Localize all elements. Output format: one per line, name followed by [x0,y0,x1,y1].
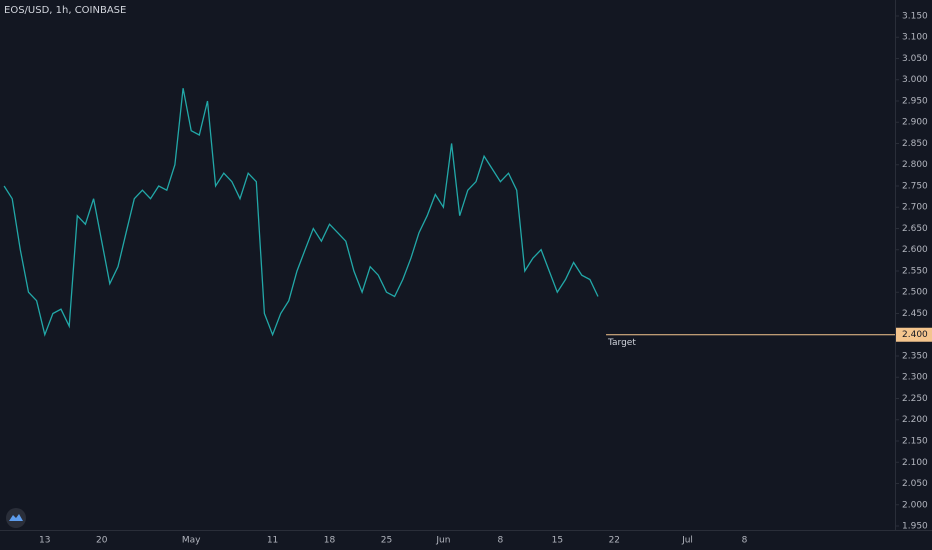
x-tick-label: 11 [267,536,278,546]
y-tick-label: 2.000 [902,500,928,510]
y-tick-label: 1.950 [902,522,928,532]
chart-title: EOS/USD, 1h, COINBASE [4,5,126,16]
x-tick-label: 25 [381,536,392,546]
x-tick-label: 8 [742,536,748,546]
y-tick-label: 2.100 [902,458,928,468]
x-tick-label: 18 [324,536,336,546]
y-tick-label: 2.200 [902,415,928,425]
y-tick-label: 3.000 [902,75,928,85]
price-line [3,88,599,337]
x-tick-label: 13 [39,536,50,546]
x-tick-label: Jul [681,536,693,546]
x-tick-label: Jun [435,536,450,546]
y-tick-label: 2.600 [902,245,928,255]
y-tick-label: 2.550 [902,266,928,276]
y-tick-label: 2.650 [902,224,928,234]
y-tick-label: 2.750 [902,181,928,191]
y-tick-label: 2.150 [902,437,928,447]
y-tick-label: 2.900 [902,118,928,128]
y-tick-label: 2.250 [902,394,928,404]
y-tick-label: 2.300 [902,373,928,383]
y-tick-label: 2.950 [902,96,928,106]
y-tick-label: 2.700 [902,203,928,213]
target-axis-box [896,327,932,342]
x-tick-label: 15 [552,536,563,546]
y-tick-label: 2.850 [902,139,928,149]
y-tick-label: 2.450 [902,309,928,319]
y-tick-label: 2.800 [902,160,928,170]
x-tick-label: May [182,536,201,546]
target-axis-label: 2.400 [902,330,928,340]
y-tick-label: 3.100 [902,33,928,43]
y-tick-label: 2.050 [902,479,928,489]
y-tick-label: 3.150 [902,11,928,21]
x-tick-label: 8 [498,536,504,546]
y-tick-label: 3.050 [902,54,928,64]
y-tick-label: 2.350 [902,351,928,361]
logo [6,508,26,528]
y-tick-label: 2.500 [902,288,928,298]
x-tick-label: 20 [96,536,108,546]
x-tick-label: 22 [609,536,620,546]
target-label: Target [607,338,636,348]
